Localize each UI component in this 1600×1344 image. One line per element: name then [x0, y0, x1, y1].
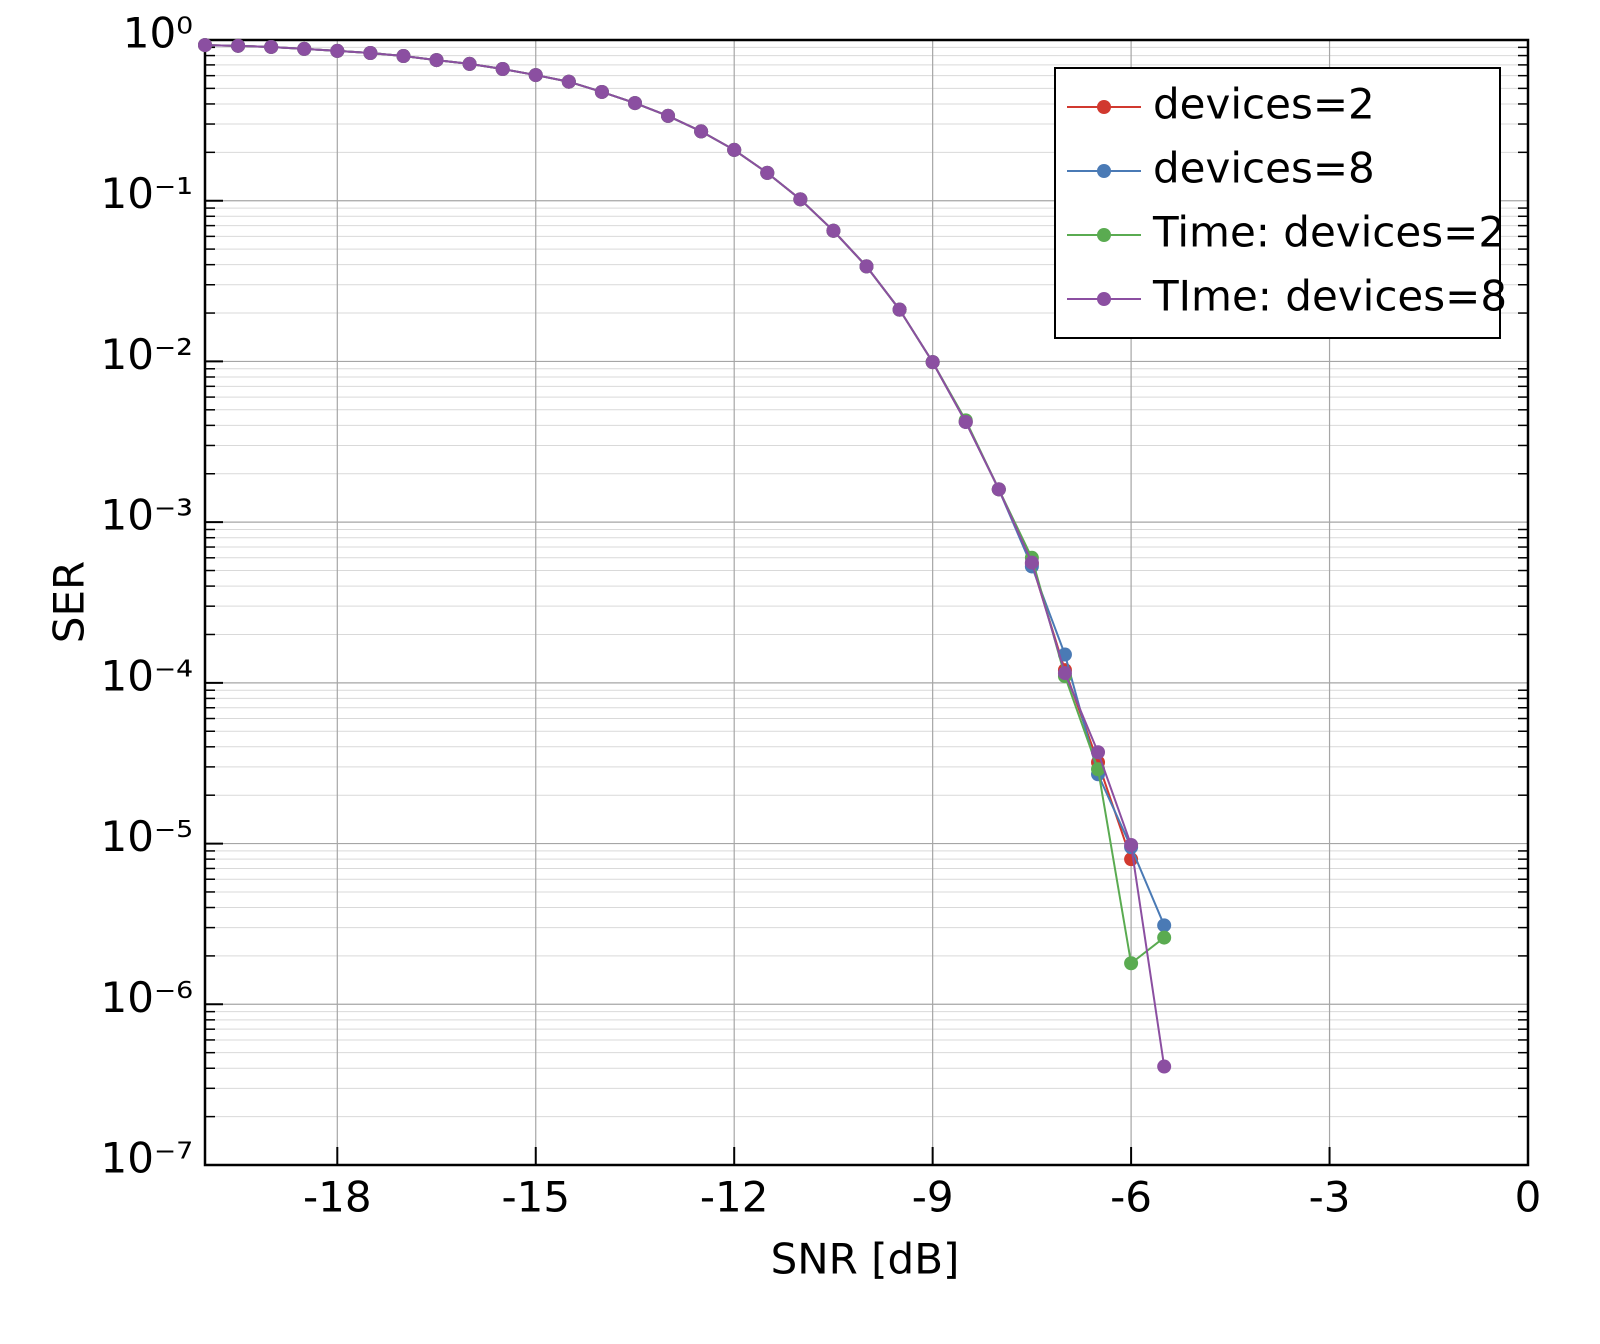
y-tick-label: 10⁻⁴: [101, 651, 193, 700]
x-tick-label: -18: [303, 1173, 372, 1222]
data-point: [925, 355, 940, 370]
data-point: [462, 56, 477, 71]
data-point: [727, 142, 742, 157]
data-point: [1057, 666, 1072, 681]
data-point: [1091, 745, 1106, 760]
data-point: [1091, 762, 1106, 777]
data-point: [330, 43, 345, 58]
data-point: [760, 165, 775, 180]
data-point: [1024, 555, 1039, 570]
y-axis-label: SER: [45, 561, 94, 643]
data-point: [627, 96, 642, 111]
y-tick-label: 10⁻⁶: [101, 973, 193, 1022]
data-point: [991, 482, 1006, 497]
legend-label: devices=2: [1153, 80, 1375, 129]
series-line: [204, 44, 1166, 926]
y-tick-label: 10⁻¹: [101, 169, 193, 218]
x-axis-label: SNR [dB]: [771, 1235, 960, 1284]
data-point: [1157, 930, 1172, 945]
series-line: [204, 44, 1133, 860]
data-point: [561, 74, 576, 89]
x-tick-label: 0: [1515, 1173, 1542, 1222]
legend-marker: [1097, 292, 1111, 306]
y-tick-label: 10⁻²: [101, 330, 193, 379]
data-point: [892, 302, 907, 317]
y-tick-label: 10⁰: [123, 9, 193, 58]
data-point: [198, 38, 212, 53]
data-point: [231, 38, 246, 53]
data-point: [958, 414, 973, 429]
legend-marker: [1097, 228, 1111, 242]
x-tick-label: -9: [912, 1173, 954, 1222]
data-point: [396, 49, 411, 64]
data-point: [826, 223, 841, 238]
data-point: [859, 259, 874, 274]
data-point: [297, 41, 312, 56]
series-line: [204, 44, 1165, 966]
data-point: [661, 108, 676, 123]
data-point: [694, 124, 709, 139]
legend-box: [1054, 67, 1501, 339]
x-tick-label: -15: [501, 1173, 570, 1222]
data-point: [495, 62, 510, 77]
legend-marker: [1097, 100, 1111, 114]
y-tick-label: 10⁻⁵: [101, 812, 193, 861]
x-tick-label: -12: [700, 1173, 769, 1222]
legend-label: Time: devices=2: [1152, 208, 1505, 257]
data-point: [594, 84, 609, 99]
x-tick-label: -3: [1309, 1173, 1351, 1222]
x-tick-label: -6: [1110, 1173, 1152, 1222]
data-point: [429, 53, 444, 68]
data-point: [1124, 837, 1139, 852]
plot-frame: [203, 38, 1530, 1167]
y-tick-label: 10⁻⁷: [101, 1134, 193, 1183]
data-point: [1124, 956, 1139, 971]
data-point: [1157, 1059, 1172, 1074]
legend-label: devices=8: [1153, 144, 1375, 193]
legend-label: TIme: devices=8: [1152, 272, 1507, 321]
data-point: [528, 68, 543, 83]
legend-marker: [1097, 164, 1111, 178]
data-point: [363, 46, 378, 61]
series-line: [204, 44, 1166, 1067]
data-point: [264, 39, 279, 54]
data-point: [1157, 918, 1172, 933]
data-point: [793, 192, 808, 207]
y-tick-label: 10⁻³: [101, 491, 193, 540]
